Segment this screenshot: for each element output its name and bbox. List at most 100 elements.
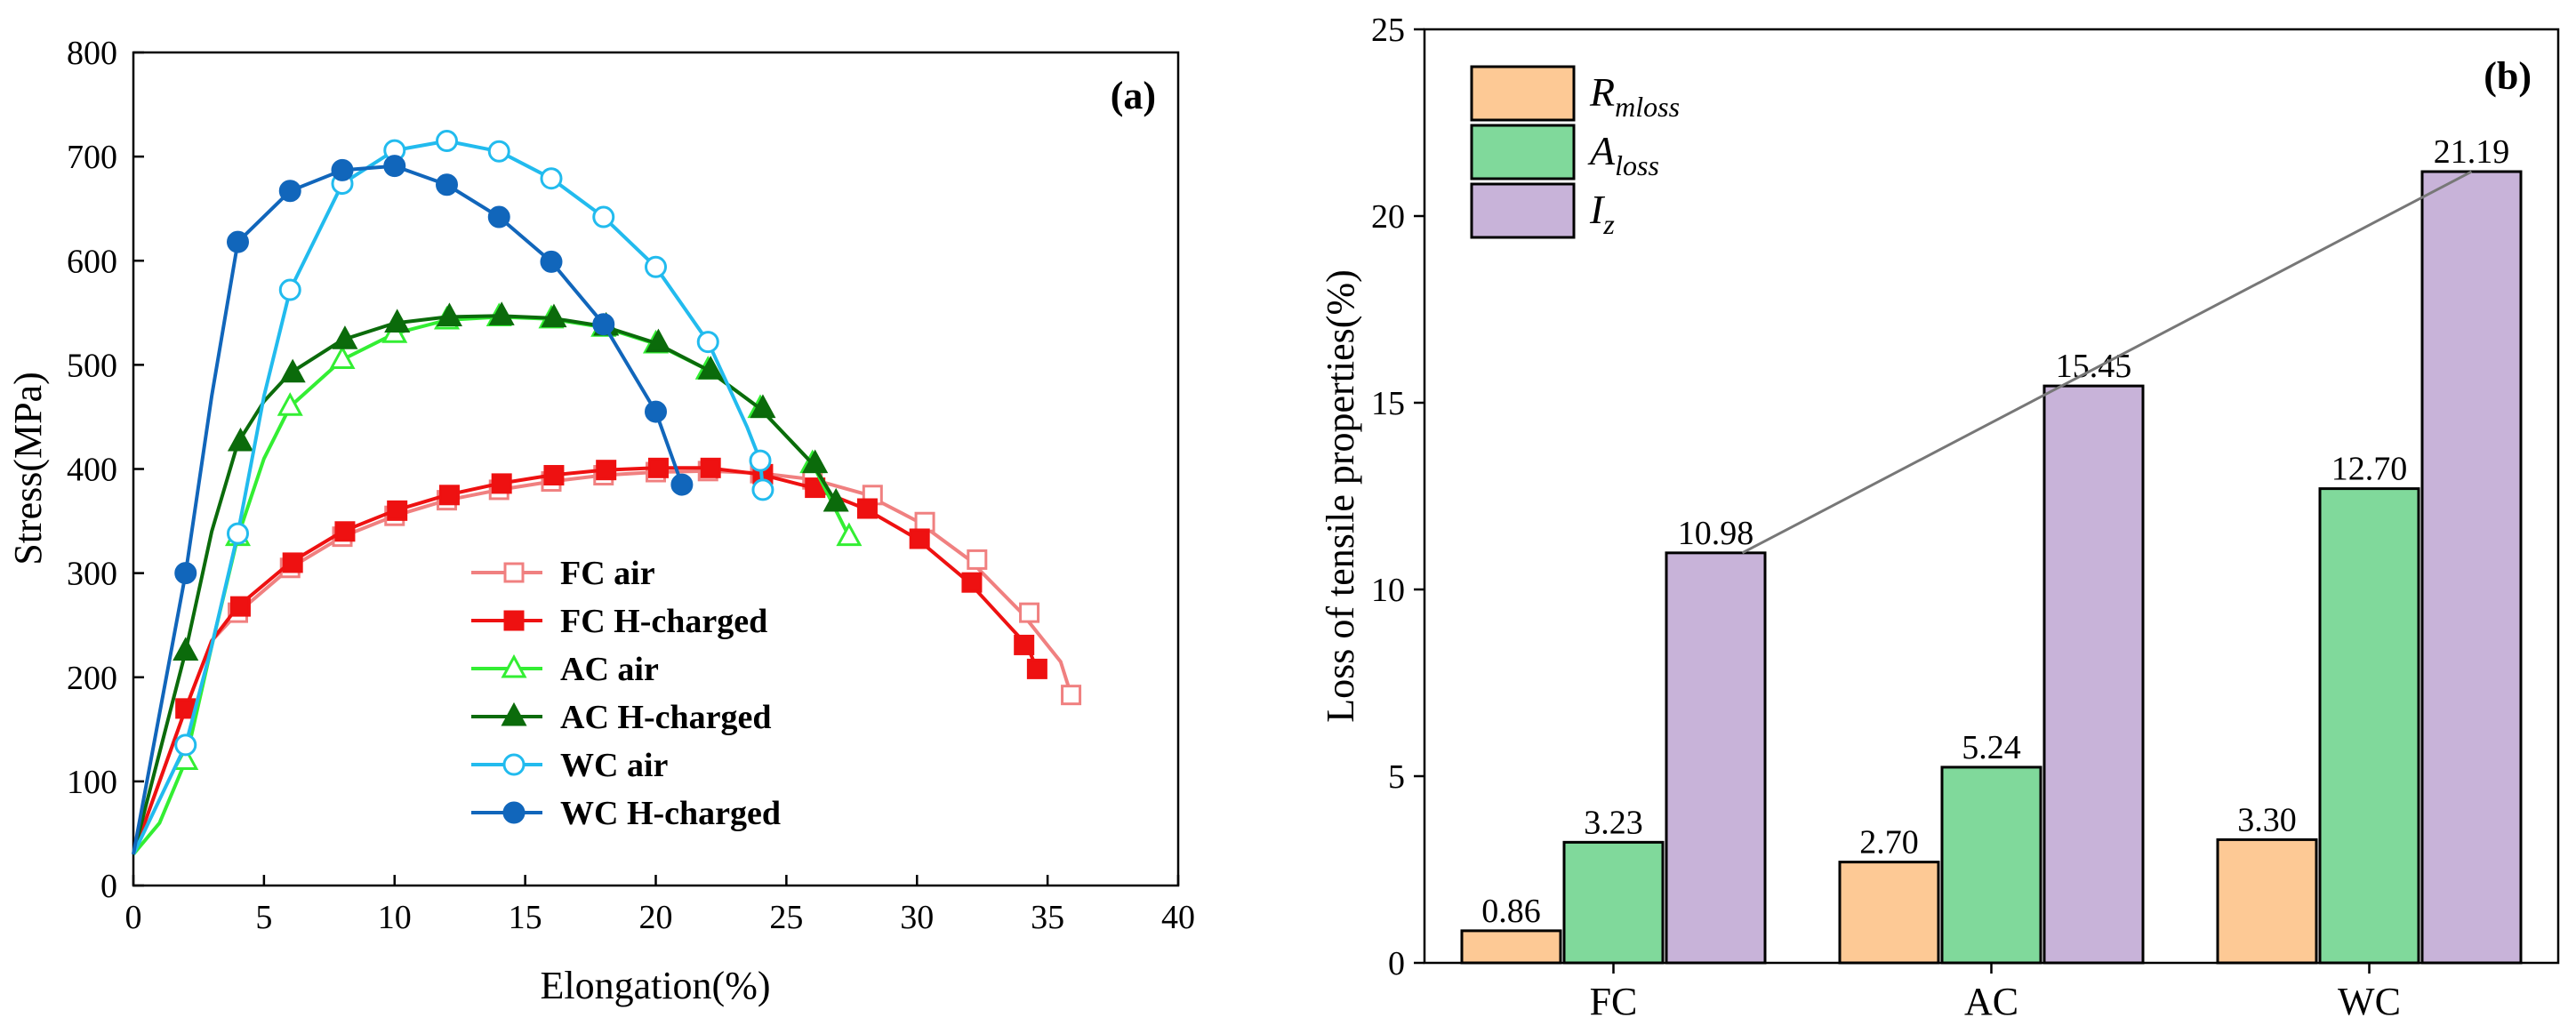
legend-marker [502,753,526,776]
data-point-ac-h-charged [227,427,253,452]
legend-entry-fc-h-charged: FC H-charged [471,603,767,640]
data-point-fc-h-charged [1014,634,1035,655]
data-point-fc-air [1019,602,1040,623]
data-point-fc-air [1061,685,1082,706]
bar-value-label: 21.19 [2434,133,2510,171]
data-point-fc-h-charged [229,596,251,617]
legend-swatch [1470,124,1576,180]
legend-label: FC H-charged [560,603,767,640]
legend-label-main: R [1589,69,1615,115]
data-point-ac-h-charged [173,637,199,661]
y-tick-label: 0 [100,868,117,905]
bar-iz-fc [1665,551,1767,965]
y-tick-label: 100 [67,764,117,801]
data-point-wc-air [592,205,615,228]
data-point-wc-h-charged [278,180,301,203]
series-ac-h-charged [132,301,849,855]
data-point-fc-h-charged [700,457,721,478]
data-point-wc-h-charged [592,313,615,336]
data-point-wc-h-charged [540,250,563,273]
series-wc-h-charged [132,155,694,855]
data-point-ac-h-charged [384,309,411,333]
x-tick-label: 10 [378,899,412,936]
panel-a-series-group [132,130,1082,856]
data-point-ac-h-charged [697,356,724,380]
data-point-fc-h-charged [543,465,565,486]
legend-entry-ac-h-charged: AC H-charged [471,699,771,736]
panel-a-y-axis-label: Stress(MPa) [6,372,50,565]
bar-value-label: 10.98 [1678,515,1754,552]
legend-marker [501,653,527,678]
y-tick-label: 20 [1371,198,1405,236]
data-point-ac-h-charged [750,394,776,419]
data-point-fc-h-charged [1026,658,1047,679]
y-tick-label: 700 [67,139,117,176]
legend-marker [501,701,527,726]
legend-entry-ac-air: AC air [471,651,659,688]
data-point-fc-h-charged [647,457,669,478]
data-point-wc-air [436,130,458,153]
bar-iz-wc [2420,170,2523,965]
bar-value-label: 12.70 [2331,451,2408,488]
bar-aloss-wc [2318,487,2420,965]
legend-label: FC air [560,555,655,592]
data-point-fc-h-charged [909,528,930,549]
data-point-wc-air [487,140,510,163]
x-tick-label: 20 [639,899,673,936]
y-tick-label: 0 [1388,945,1405,982]
x-tick-label: 5 [255,899,272,936]
panel-b-y-axis-label: Loss of tensile properties(%) [1319,269,1362,723]
legend-entry-rmloss: Rmloss [1470,65,1680,123]
panel-b-bars-group: 0.86 3.23 10.98 2.70 5.24 15.45 3.30 12.70 21.19 [1460,133,2523,965]
bar-rmloss-fc [1460,929,1562,965]
data-point-wc-air [540,167,563,190]
x-tick-label-wc: WC [2338,980,2401,1023]
legend-marker [503,610,525,631]
legend-label: AC H-charged [560,699,771,736]
y-tick-label: 25 [1371,12,1405,49]
legend-entry-iz: Iz [1470,182,1615,240]
y-tick-label: 300 [67,556,117,593]
data-point-ac-h-charged [645,328,671,353]
data-point-fc-h-charged [387,500,408,521]
bar-value-label: 3.23 [1584,804,1643,841]
data-point-wc-air [278,278,301,301]
data-point-ac-h-charged [279,358,306,383]
data-point-ac-air [277,392,303,416]
panel-b-label: (b) [2484,54,2532,98]
data-point-wc-h-charged [670,473,694,496]
panel-b-x-ticks: FC AC WC [1590,963,2401,1023]
data-point-ac-h-charged [332,325,358,349]
y-tick-label: 200 [67,660,117,697]
legend-entry-aloss: Aloss [1470,124,1659,181]
panel-a-label: (a) [1111,74,1156,117]
panel-b-y-ticks: 0 5 10 15 20 25 [1371,12,1424,982]
legend-label-subscript: mloss [1615,91,1680,123]
data-point-wc-air [696,331,719,354]
legend-label-subscript: loss [1615,149,1659,181]
y-tick-label: 15 [1371,385,1405,422]
legend-marker [503,562,525,583]
data-point-ac-h-charged [823,487,849,512]
panel-b-bar-chart: 0.86 3.23 10.98 2.70 5.24 15.45 3.30 12.70 21.19… [1319,12,2560,1023]
legend-swatch [1470,65,1576,122]
data-point-wc-h-charged [487,205,510,228]
data-point-wc-air [227,522,249,545]
data-point-wc-air [751,478,774,501]
y-tick-label: 500 [67,347,117,384]
data-point-ac-h-charged [488,301,515,325]
legend-label: Aloss [1587,128,1659,181]
data-point-fc-h-charged [282,552,303,573]
data-point-ac-air [836,522,863,547]
y-tick-label: 10 [1371,572,1405,609]
x-tick-label: 40 [1161,899,1195,936]
bar-value-label: 3.30 [2237,801,2297,838]
legend-label: Rmloss [1589,69,1680,123]
x-tick-label-ac: AC [1964,980,2018,1023]
legend-entry-wc-air: WC air [471,747,669,784]
y-tick-label: 400 [67,452,117,489]
bar-value-label: 5.24 [1962,729,2021,766]
x-tick-label: 25 [769,899,803,936]
data-point-wc-h-charged [331,158,354,181]
